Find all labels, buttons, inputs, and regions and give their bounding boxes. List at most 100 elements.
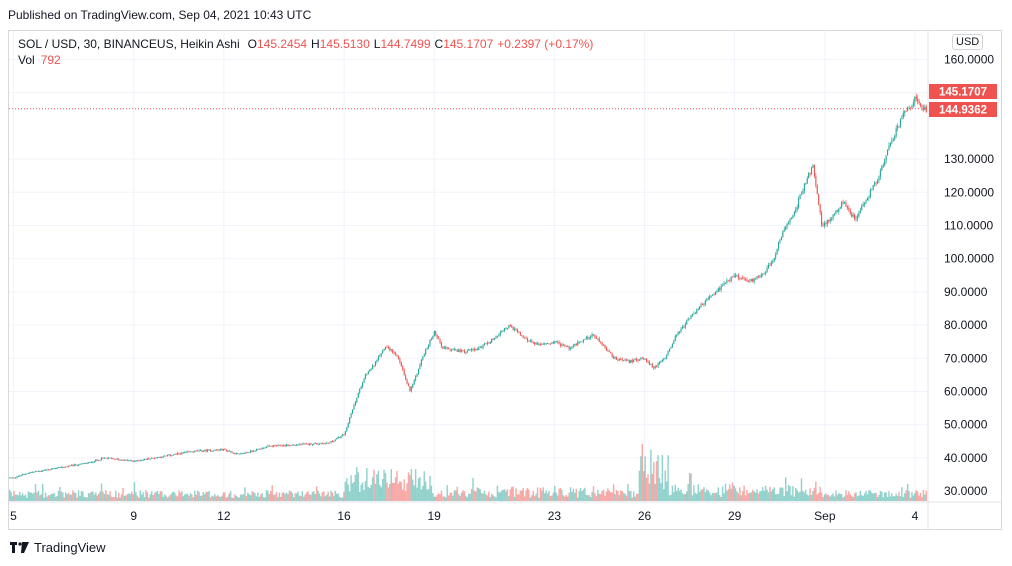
candle-body <box>875 182 877 184</box>
volume-bar <box>433 496 436 501</box>
candle-body <box>156 457 159 459</box>
volume-bar <box>262 497 265 501</box>
volume-bar <box>409 475 411 501</box>
candle-body <box>469 349 471 351</box>
candle-body <box>115 458 117 460</box>
time-axis-label: 23 <box>548 509 562 523</box>
volume-bar <box>410 469 413 501</box>
volume-bar <box>446 485 448 501</box>
candle-body <box>653 367 655 369</box>
volume-bar <box>806 494 808 501</box>
candle-body <box>360 386 362 389</box>
volume-bar <box>863 493 866 501</box>
volume-bar <box>825 493 827 501</box>
volume-label[interactable]: Vol <box>18 53 35 67</box>
volume-bar <box>188 495 190 501</box>
volume-bar <box>618 495 621 501</box>
candle-body <box>257 448 259 450</box>
candle-body <box>80 463 83 465</box>
chart-area[interactable]: 160.0000150.0000130.0000120.0000110.0000… <box>9 31 1001 529</box>
volume-bar <box>181 491 183 501</box>
candle-body <box>330 441 332 443</box>
volume-bar <box>499 492 501 501</box>
candle-body <box>611 353 613 357</box>
volume-bar <box>734 488 737 501</box>
candle-body <box>894 135 896 140</box>
volume-bar <box>850 495 853 501</box>
candle-body <box>746 279 748 282</box>
volume-bar <box>686 491 688 501</box>
volume-bar <box>644 456 646 501</box>
candle-body <box>168 454 170 456</box>
volume-bar <box>833 496 836 501</box>
candle-body <box>308 443 311 445</box>
time-axis-label: 29 <box>728 509 742 523</box>
volume-bar <box>390 469 392 501</box>
candle-body <box>98 460 100 461</box>
candle-body <box>720 285 722 290</box>
candle-body <box>581 341 583 343</box>
volume-bar <box>538 497 540 501</box>
volume-bar <box>192 497 195 501</box>
volume-bar <box>278 492 281 501</box>
volume-bar <box>736 491 738 501</box>
volume-bar <box>525 489 527 501</box>
volume-bar <box>254 493 256 501</box>
volume-bar <box>805 489 807 501</box>
volume-bar <box>107 494 110 501</box>
tradingview-brand[interactable]: TradingView <box>34 540 106 555</box>
currency-button[interactable]: USD <box>952 34 984 50</box>
volume-bar <box>642 471 645 501</box>
candle-body <box>47 469 50 471</box>
candle-body <box>43 470 45 471</box>
candle-body <box>727 280 729 282</box>
tradingview-logo-icon[interactable] <box>10 541 30 554</box>
price-tag-second: 144.9362 <box>929 102 997 117</box>
volume-bar <box>149 494 152 501</box>
volume-bar <box>708 492 711 501</box>
volume-bar <box>62 492 64 501</box>
volume-bar <box>199 495 202 501</box>
candle-body <box>651 364 653 368</box>
volume-bar <box>394 477 397 501</box>
time-axis-label: 4 <box>912 509 919 523</box>
candle-body <box>713 294 715 296</box>
candle-body <box>50 469 52 470</box>
candle-body <box>815 175 817 186</box>
candle-body <box>240 453 242 455</box>
symbol-label[interactable]: SOL / USD, 30, BINANCEUS, Heikin Ashi <box>18 37 240 51</box>
candle-body <box>118 459 120 461</box>
time-axis: 5 9 12 16 19 23 26 29 Sep 4 <box>10 509 918 523</box>
volume-bar <box>20 495 22 501</box>
candle-body <box>614 357 616 359</box>
volume-bar <box>849 494 851 501</box>
candle-body <box>861 206 863 211</box>
volume-bar <box>485 494 487 501</box>
volume-bar <box>80 491 83 501</box>
volume-bar <box>793 496 796 501</box>
volume-bar <box>657 455 659 501</box>
volume-bar <box>387 487 390 501</box>
candle-body <box>798 198 800 208</box>
candle-body <box>405 375 407 380</box>
volume-bar <box>450 492 453 501</box>
volume-bar <box>357 472 359 501</box>
volume-bar <box>470 488 473 501</box>
volume-bar <box>284 494 286 501</box>
volume-bar <box>575 488 578 501</box>
volume-bar <box>66 494 68 501</box>
candle-body <box>344 431 346 435</box>
volume-bar <box>53 493 55 501</box>
candle-body <box>724 282 727 284</box>
candle-body <box>856 216 858 219</box>
volume-bar <box>95 492 97 501</box>
volume-bar <box>274 494 276 501</box>
candle-body <box>884 160 886 166</box>
candle-body <box>597 338 599 340</box>
candle-body <box>587 337 589 339</box>
candle-body <box>108 457 110 459</box>
candle-body <box>320 443 322 445</box>
volume-bar <box>330 490 332 501</box>
candle-body <box>122 460 124 461</box>
volume-bar <box>173 492 176 501</box>
